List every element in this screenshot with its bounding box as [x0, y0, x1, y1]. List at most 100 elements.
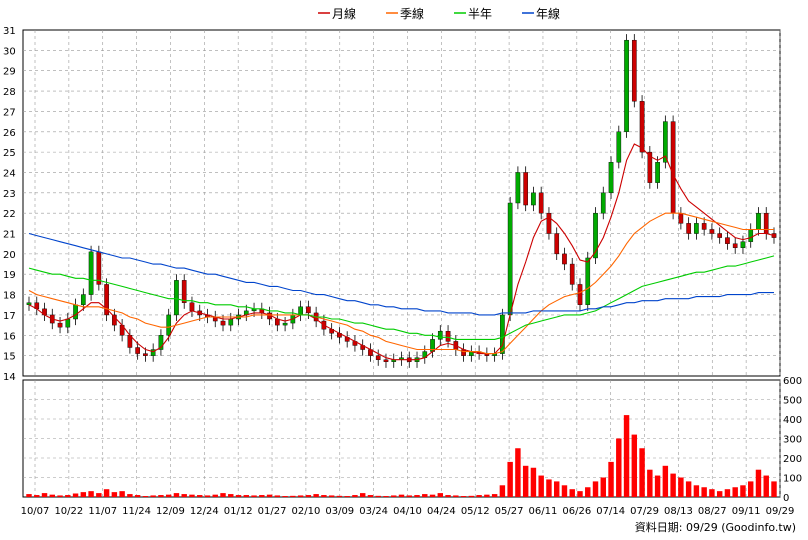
candle-body: [306, 306, 311, 314]
ma-line-0: [28, 143, 775, 361]
volume-bar: [80, 492, 87, 497]
x-tick-label: 04/10: [393, 506, 422, 517]
candle-body: [639, 101, 645, 153]
volume-bar: [592, 481, 599, 497]
price-tick-label: 31: [3, 26, 16, 37]
volume-bar: [228, 494, 234, 497]
volume-bar: [274, 495, 281, 497]
volume-bar: [732, 487, 738, 497]
price-panel: 14 15 16 17 18 19 20 21 22 23 24 25 26 27 28 29 30 31: [3, 26, 781, 383]
volume-bar: [484, 494, 490, 497]
legend-label: 年線: [536, 6, 560, 21]
x-tick-label: 10/07: [21, 506, 50, 517]
volume-bar: [522, 465, 529, 497]
candle-body: [143, 353, 148, 356]
volume-bar: [290, 495, 296, 497]
volume-bar: [119, 491, 125, 497]
candle-body: [554, 233, 560, 255]
price-frame: [22, 29, 781, 377]
volume-bar: [553, 481, 560, 497]
volume-bar: [235, 495, 242, 497]
candle-body: [189, 302, 195, 312]
x-tick-label: 07/14: [596, 506, 625, 517]
price-tick-label: 15: [3, 352, 16, 363]
volume-bar: [608, 461, 614, 497]
candle-body: [445, 331, 451, 342]
candle-body: [523, 172, 529, 206]
volume-bar: [771, 481, 777, 497]
x-tick-label: 10/22: [54, 506, 83, 517]
candle-body: [88, 251, 94, 295]
price-tick-label: 21: [3, 230, 16, 241]
volume-bar: [748, 481, 754, 497]
volume-bar: [251, 495, 257, 497]
x-tick-label: 01/27: [258, 506, 287, 517]
volume-bar: [197, 495, 203, 497]
x-tick-label: 09/29: [766, 506, 795, 517]
volume-bar: [406, 495, 412, 497]
candle-body: [686, 223, 691, 234]
ma-line-2: [28, 255, 775, 340]
volume-bar: [716, 491, 723, 497]
candle-body: [166, 314, 172, 336]
volume-bar: [359, 493, 366, 497]
volume-bar: [336, 495, 343, 497]
volume-bar: [328, 495, 335, 497]
price-tick-label: 29: [3, 67, 16, 78]
volume-bar: [546, 479, 552, 497]
legend: 月線 季線 半年 年線: [318, 6, 560, 21]
volume-bar: [647, 469, 653, 497]
x-tick-label: 08/27: [698, 506, 727, 517]
volume-bar: [352, 495, 358, 497]
volume-bar: [701, 487, 707, 497]
volume-bar: [243, 495, 250, 497]
candle-body: [65, 318, 71, 328]
ma-line-3: [28, 232, 774, 316]
candle-body: [538, 192, 544, 214]
volume-bar: [499, 485, 506, 497]
volume-bar: [561, 485, 568, 497]
price-tick-label: 20: [3, 250, 16, 261]
volume-bar: [142, 496, 149, 497]
volume-bar: [569, 489, 575, 497]
volume-bar: [173, 493, 180, 497]
candle-body: [73, 304, 78, 320]
candle-body: [57, 322, 63, 328]
volume-bar: [266, 494, 273, 497]
candle-body: [585, 257, 591, 305]
ma-line-1: [28, 212, 774, 355]
volume-bar: [26, 494, 32, 497]
price-tick-label: 25: [3, 148, 16, 159]
volume-bar: [127, 494, 133, 497]
volume-bar: [585, 487, 591, 497]
candle-body: [26, 302, 32, 305]
price-tick-label: 14: [3, 372, 16, 383]
candle-body: [220, 320, 226, 326]
volume-bar: [204, 495, 211, 497]
volume-bar: [515, 448, 521, 497]
volume-tick-label: 500: [783, 396, 802, 407]
volume-bar: [367, 495, 374, 497]
volume-bar: [49, 494, 55, 497]
volume-bar: [150, 495, 156, 497]
candle-body: [748, 229, 754, 242]
volume-bar: [678, 477, 684, 497]
candle-body: [663, 121, 668, 163]
volume-bar: [538, 475, 544, 497]
volume-tick-label: 300: [783, 435, 802, 446]
candle-body: [670, 121, 676, 214]
x-tick-label: 06/11: [529, 506, 558, 517]
volume-bar: [460, 496, 467, 497]
volume-bar: [616, 438, 622, 497]
x-tick-label: 02/10: [291, 506, 320, 517]
price-tick-label: 24: [3, 168, 16, 179]
candle-body: [717, 233, 723, 238]
volume-tick-label: 0: [783, 493, 789, 504]
x-tick-label: 12/24: [190, 506, 219, 517]
candle-body: [647, 151, 653, 183]
volume-bar: [212, 494, 218, 497]
volume-bar: [662, 465, 669, 497]
candle-body: [624, 39, 629, 132]
volume-bar: [530, 467, 537, 497]
